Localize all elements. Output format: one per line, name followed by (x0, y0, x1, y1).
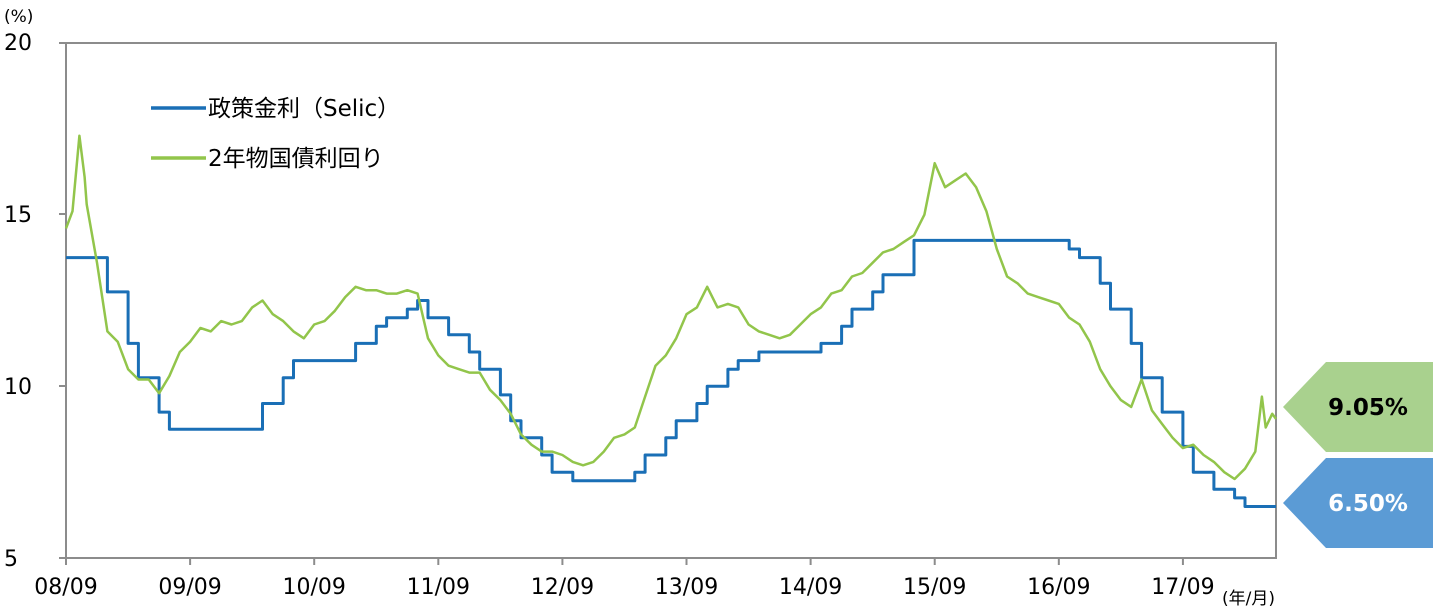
y-tick-label: 5 (4, 547, 18, 572)
x-axis-ticks: 08/09 09/09 10/09 11/09 12/09 13/09 14/09 15/09… (34, 558, 1215, 600)
x-tick-label: 08/09 (34, 575, 97, 600)
callout-2y-yield: 9.05% (1283, 362, 1433, 452)
x-tick-label: 09/09 (158, 575, 221, 600)
y-tick-label: 20 (4, 31, 32, 56)
y-tick-label: 15 (4, 203, 32, 228)
x-tick-label: 10/09 (283, 575, 346, 600)
y-tick-marks (59, 42, 66, 559)
x-tick-label: 12/09 (531, 575, 594, 600)
x-tick-label: 17/09 (1151, 575, 1214, 600)
x-tick-label: 11/09 (407, 575, 470, 600)
x-tick-label: 14/09 (779, 575, 842, 600)
y-tick-label: 10 (4, 375, 32, 400)
series-line-selic (66, 238, 1276, 508)
x-tick-label: 15/09 (903, 575, 966, 600)
series-layer (64, 134, 1278, 508)
callout-selic: 6.50% (1283, 458, 1433, 548)
series-line-2y-yield (64, 134, 1278, 481)
legend-label-selic: 政策金利（Selic） (208, 96, 400, 122)
x-axis-unit-label: (年/月) (1222, 589, 1275, 609)
legend-label-2y-yield: 2年物国債利回り (208, 146, 384, 172)
x-tick-label: 13/09 (655, 575, 718, 600)
y-axis-unit-label: (%) (4, 7, 33, 27)
plot-area (65, 42, 1277, 559)
callout-shape (1283, 362, 1433, 452)
callout-shape (1283, 458, 1433, 548)
x-tick-label: 16/09 (1027, 575, 1090, 600)
callout-label: 6.50% (1328, 491, 1408, 517)
legend: 政策金利（Selic） 2年物国債利回り (151, 96, 400, 172)
callout-label: 9.05% (1328, 395, 1408, 421)
